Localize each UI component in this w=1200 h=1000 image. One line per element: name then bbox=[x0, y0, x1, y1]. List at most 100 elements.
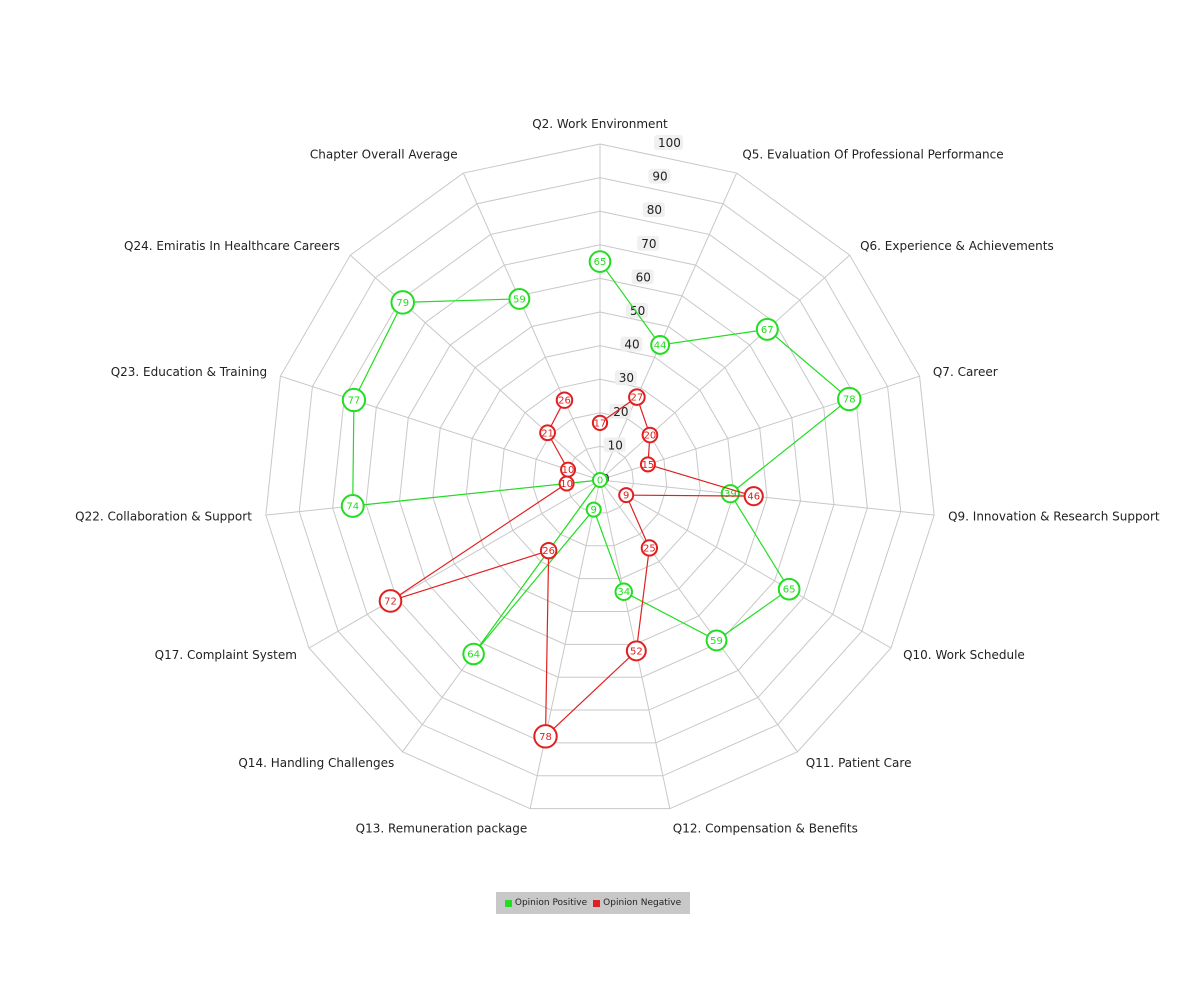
data-label: 15 bbox=[642, 460, 655, 471]
series-line bbox=[352, 261, 851, 655]
tick-label-group: 50 bbox=[626, 303, 648, 318]
grid-ring bbox=[432, 311, 768, 645]
data-label: 10 bbox=[562, 465, 575, 476]
tick-label-group: 10 bbox=[603, 437, 626, 453]
data-point[interactable] bbox=[533, 724, 558, 749]
data-label: 65 bbox=[594, 257, 607, 268]
data-point[interactable] bbox=[539, 424, 556, 442]
tick-label: 80 bbox=[647, 203, 662, 217]
data-label: 10 bbox=[560, 479, 573, 490]
grid-ring bbox=[265, 143, 935, 810]
data-point[interactable] bbox=[588, 250, 612, 273]
data-point[interactable] bbox=[639, 456, 656, 473]
tick-label-bg bbox=[637, 235, 660, 251]
grid-spoke bbox=[599, 254, 851, 481]
data-label: 20 bbox=[644, 431, 657, 442]
tick-label-bg bbox=[603, 437, 626, 453]
tick-label: 60 bbox=[636, 270, 651, 284]
data-point[interactable] bbox=[555, 391, 574, 409]
data-label: 0 bbox=[597, 476, 603, 487]
axis-label: Q24. Emiratis In Healthcare Careers bbox=[124, 239, 340, 253]
data-point[interactable] bbox=[560, 461, 577, 478]
grid-ring bbox=[465, 345, 735, 612]
data-point[interactable] bbox=[390, 290, 416, 315]
data-point[interactable] bbox=[614, 582, 634, 602]
tick-label: 90 bbox=[652, 170, 667, 184]
data-point[interactable] bbox=[539, 541, 558, 560]
legend-label-negative: Opinion Negative bbox=[603, 898, 682, 908]
data-point[interactable] bbox=[585, 501, 602, 518]
data-point[interactable] bbox=[618, 487, 635, 504]
tick-label: 10 bbox=[608, 438, 623, 452]
series-opinion-positive: 65 44 67 78 39 65 59 34 9 64 0 74 77 79 59 bbox=[340, 250, 862, 666]
axis-label: Q12. Compensation & Benefits bbox=[673, 821, 858, 835]
grid-ring bbox=[365, 244, 835, 711]
tick-label-bg bbox=[620, 336, 643, 352]
data-point[interactable] bbox=[777, 577, 801, 601]
data-point[interactable] bbox=[378, 589, 403, 613]
data-label: 67 bbox=[761, 325, 774, 336]
tick-label: 20 bbox=[613, 405, 628, 419]
axis-label: Q14. Handling Challenges bbox=[238, 756, 394, 770]
data-label: 78 bbox=[843, 395, 856, 406]
tick-label-group: 90 bbox=[648, 168, 671, 184]
data-point[interactable] bbox=[650, 335, 671, 355]
data-label: 44 bbox=[654, 340, 667, 351]
data-point[interactable] bbox=[592, 472, 608, 488]
tick-label: 100 bbox=[658, 136, 681, 150]
data-label: 21 bbox=[541, 428, 554, 439]
data-point[interactable] bbox=[340, 494, 365, 518]
legend-swatch-negative bbox=[593, 899, 601, 907]
tick-label-bg bbox=[642, 202, 665, 218]
data-point[interactable] bbox=[341, 387, 367, 413]
data-point[interactable] bbox=[628, 388, 646, 406]
tick-label-group: 30 bbox=[614, 370, 637, 386]
data-point[interactable] bbox=[720, 484, 740, 504]
axis-label: Q5. Evaluation Of Professional Performan… bbox=[742, 147, 1003, 161]
axis-label: Chapter Overall Average bbox=[310, 147, 458, 161]
axis-labels: Q2. Work Environment Q5. Evaluation Of Pr… bbox=[75, 117, 1160, 835]
data-label: 17 bbox=[594, 418, 607, 429]
grid-spoke bbox=[599, 479, 935, 516]
data-point[interactable] bbox=[625, 640, 647, 662]
axis-label: Q13. Remuneration package bbox=[356, 821, 528, 835]
grid-spoke bbox=[599, 479, 798, 753]
data-point[interactable] bbox=[755, 317, 779, 341]
axis-label: Q6. Experience & Achievements bbox=[860, 239, 1054, 253]
grid-spoke bbox=[599, 172, 738, 481]
data-label: 9 bbox=[623, 491, 629, 502]
axis-label: Q23. Education & Training bbox=[111, 365, 267, 379]
chart-legend: Opinion Positive Opinion Negative bbox=[496, 892, 690, 914]
data-point[interactable] bbox=[640, 539, 659, 557]
grid-ring bbox=[298, 177, 902, 777]
data-label: 78 bbox=[539, 732, 552, 743]
data-point[interactable] bbox=[641, 426, 659, 444]
data-label: 26 bbox=[558, 396, 571, 407]
data-label: 74 bbox=[346, 501, 359, 512]
data-point[interactable] bbox=[591, 414, 609, 432]
axis-label: Q10. Work Schedule bbox=[903, 648, 1025, 662]
tick-label-group: 80 bbox=[642, 202, 665, 218]
legend-item-negative[interactable]: Opinion Negative bbox=[593, 898, 681, 908]
grid-ring bbox=[332, 210, 868, 744]
data-point[interactable] bbox=[837, 386, 862, 412]
data-point[interactable] bbox=[743, 486, 764, 507]
tick-label-bg bbox=[609, 403, 632, 419]
legend-swatch-positive bbox=[504, 899, 512, 907]
axis-label: Q2. Work Environment bbox=[532, 117, 668, 131]
data-label: 27 bbox=[631, 393, 644, 404]
grid-spoke bbox=[280, 375, 601, 481]
data-point[interactable] bbox=[705, 629, 728, 652]
data-point[interactable] bbox=[508, 287, 531, 310]
axis-label: Q22. Collaboration & Support bbox=[75, 510, 252, 524]
grid-spoke bbox=[349, 254, 601, 481]
grid-ring bbox=[398, 277, 802, 678]
tick-label: 30 bbox=[619, 371, 634, 385]
tick-label-bg bbox=[631, 269, 654, 285]
tick-label-bg bbox=[648, 168, 671, 184]
legend-item-positive[interactable]: Opinion Positive bbox=[504, 898, 587, 908]
data-point[interactable] bbox=[462, 642, 485, 666]
